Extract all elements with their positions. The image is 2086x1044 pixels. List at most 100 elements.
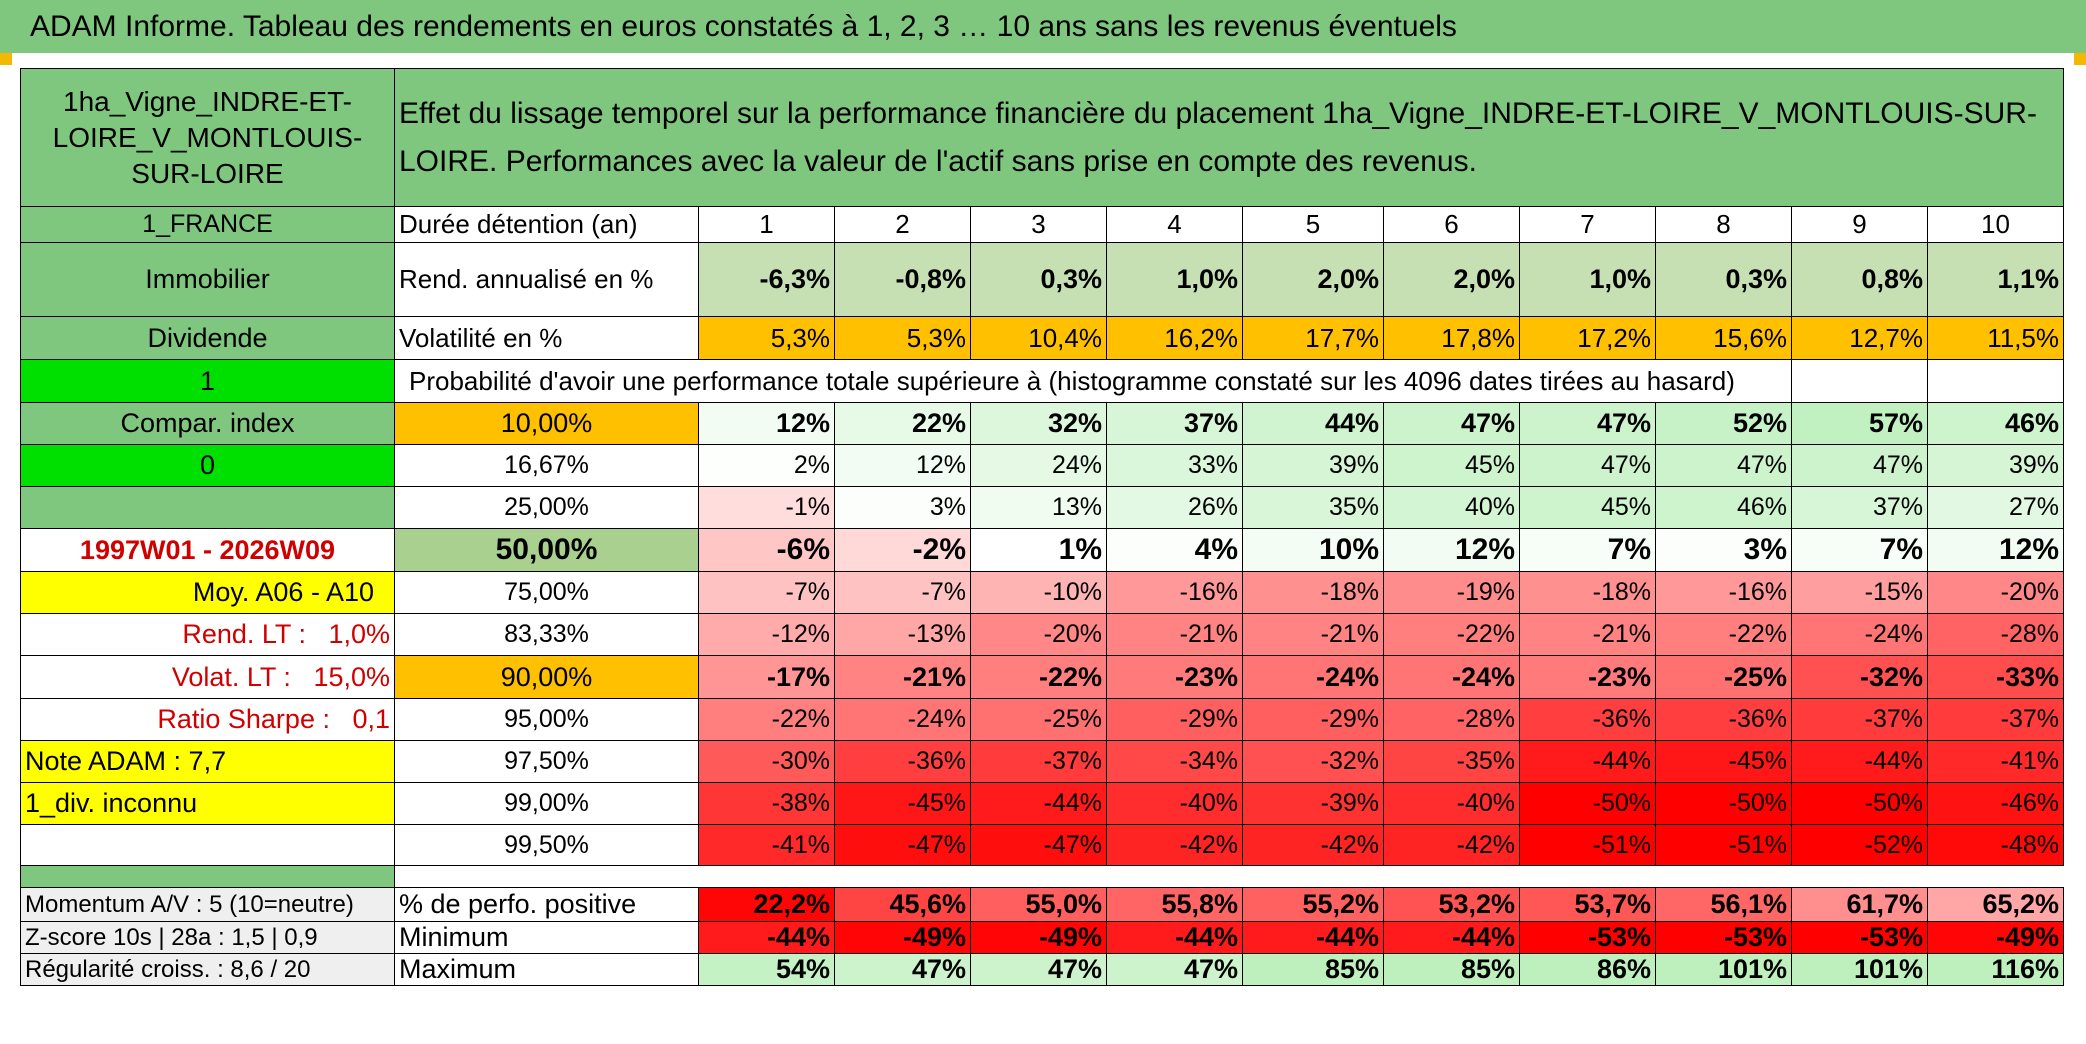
quantile-value: -36% xyxy=(834,740,971,783)
quantile-value: -24% xyxy=(1383,655,1520,699)
volat-value: 5,3% xyxy=(698,316,835,360)
empty-green-cell xyxy=(20,486,395,529)
rend-value: 0,3% xyxy=(970,242,1107,317)
quantile-value: -50% xyxy=(1655,782,1792,825)
quantile-value: -32% xyxy=(1242,740,1384,783)
quantile-value: 33% xyxy=(1106,444,1243,487)
volat-value: 11,5% xyxy=(1927,316,2064,360)
quantile-value: 46% xyxy=(1655,486,1792,529)
ratio-sharpe: Ratio Sharpe : 0,1 xyxy=(20,698,395,741)
country: 1_FRANCE xyxy=(20,206,395,243)
max-value: 116% xyxy=(1927,953,2064,986)
corner-accent-left xyxy=(0,53,12,65)
quantile-value: 12% xyxy=(1927,528,2064,572)
quantile-value: 37% xyxy=(1106,402,1243,445)
pos-value: 55,2% xyxy=(1242,887,1384,922)
quantile-value: 47% xyxy=(1655,444,1792,487)
min-value: -49% xyxy=(1927,921,2064,954)
min-label: Minimum xyxy=(394,921,699,954)
min-value: -44% xyxy=(1383,921,1520,954)
quantile-label: 99,00% xyxy=(394,782,699,825)
quantile-label: 75,00% xyxy=(394,571,699,614)
quantile-value: -12% xyxy=(698,613,835,656)
quantile-value: 57% xyxy=(1791,402,1928,445)
quantile-value: -47% xyxy=(970,824,1107,866)
quantile-value: -29% xyxy=(1106,698,1243,741)
rend-label: Rend. annualisé en % xyxy=(394,242,699,317)
quantile-value: 12% xyxy=(698,402,835,445)
quantile-value: -50% xyxy=(1519,782,1656,825)
quantile-value: 1% xyxy=(970,528,1107,572)
rend-value: 0,8% xyxy=(1791,242,1928,317)
quantile-label: 25,00% xyxy=(394,486,699,529)
quantile-value: 39% xyxy=(1242,444,1384,487)
quantile-value: 12% xyxy=(834,444,971,487)
regularite: Régularité croiss. : 8,6 / 20 xyxy=(20,953,395,986)
compar-index: Compar. index xyxy=(20,402,395,445)
quantile-value: -21% xyxy=(1519,613,1656,656)
value-zero: 0 xyxy=(20,444,395,487)
quantile-value: -18% xyxy=(1242,571,1384,614)
quantile-value: 24% xyxy=(970,444,1107,487)
year-header: 7 xyxy=(1519,206,1656,243)
volat-value: 15,6% xyxy=(1655,316,1792,360)
year-header: 9 xyxy=(1791,206,1928,243)
asset-name: 1ha_Vigne_INDRE-ET-LOIRE_V_MONTLOUIS-SUR… xyxy=(20,68,395,207)
description: Effet du lissage temporel sur la perform… xyxy=(394,68,2064,207)
quantile-value: -35% xyxy=(1383,740,1520,783)
min-value: -49% xyxy=(834,921,971,954)
quantile-value: -25% xyxy=(970,698,1107,741)
quantile-value: -36% xyxy=(1655,698,1792,741)
pos-value: 45,6% xyxy=(834,887,971,922)
period: 1997W01 - 2026W09 xyxy=(20,528,395,572)
quantile-value: -24% xyxy=(834,698,971,741)
corner-accent-right xyxy=(2074,53,2086,65)
rend-lt: Rend. LT : 1,0% xyxy=(20,613,395,656)
max-value: 47% xyxy=(834,953,971,986)
spacer xyxy=(395,866,2064,888)
max-value: 101% xyxy=(1791,953,1928,986)
quantile-value: -51% xyxy=(1655,824,1792,866)
quantile-value: -32% xyxy=(1791,655,1928,699)
volat-value: 10,4% xyxy=(970,316,1107,360)
quantile-value: 39% xyxy=(1927,444,2064,487)
rend-value: -0,8% xyxy=(834,242,971,317)
quantile-value: -39% xyxy=(1242,782,1384,825)
min-value: -44% xyxy=(1242,921,1384,954)
rend-value: 2,0% xyxy=(1383,242,1520,317)
volat-value: 17,2% xyxy=(1519,316,1656,360)
quantile-value: -20% xyxy=(1927,571,2064,614)
volat-value: 16,2% xyxy=(1106,316,1243,360)
min-value: -53% xyxy=(1519,921,1656,954)
pos-value: 55,0% xyxy=(970,887,1107,922)
volat-value: 17,7% xyxy=(1242,316,1384,360)
quantile-value: 47% xyxy=(1791,444,1928,487)
quantile-value: -22% xyxy=(1383,613,1520,656)
quantile-value: -21% xyxy=(1242,613,1384,656)
quantile-value: 26% xyxy=(1106,486,1243,529)
quantile-value: -23% xyxy=(1106,655,1243,699)
year-header: 8 xyxy=(1655,206,1792,243)
quantile-value: -37% xyxy=(1791,698,1928,741)
income-type: Dividende xyxy=(20,316,395,360)
quantile-value: 22% xyxy=(834,402,971,445)
quantile-value: -16% xyxy=(1106,571,1243,614)
quantile-value: -10% xyxy=(970,571,1107,614)
quantile-value: 13% xyxy=(970,486,1107,529)
quantile-value: -28% xyxy=(1927,613,2064,656)
quantile-value: 46% xyxy=(1927,402,2064,445)
quantile-value: -29% xyxy=(1242,698,1384,741)
quantile-value: -42% xyxy=(1242,824,1384,866)
pos-value: 53,7% xyxy=(1519,887,1656,922)
quantile-label: 16,67% xyxy=(394,444,699,487)
quantile-value: -46% xyxy=(1927,782,2064,825)
quantile-value: -24% xyxy=(1242,655,1384,699)
year-header: 5 xyxy=(1242,206,1384,243)
duration-label: Durée détention (an) xyxy=(394,206,699,243)
quantile-value: 45% xyxy=(1383,444,1520,487)
empty-cell xyxy=(1791,359,1928,403)
quantile-value: -47% xyxy=(834,824,971,866)
pos-value: 53,2% xyxy=(1383,887,1520,922)
quantile-value: -23% xyxy=(1519,655,1656,699)
quantile-value: -34% xyxy=(1106,740,1243,783)
